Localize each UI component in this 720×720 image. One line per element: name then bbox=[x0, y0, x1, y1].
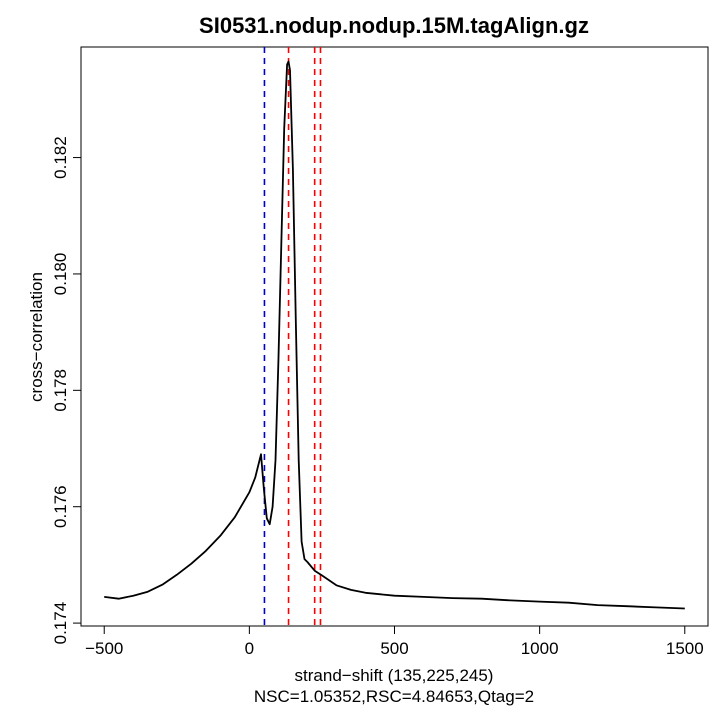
y-tick-label: 0.176 bbox=[51, 485, 70, 528]
x-tick-label: −500 bbox=[85, 639, 123, 658]
plot-frame bbox=[80, 46, 709, 627]
chart-subtitle: NSC=1.05352,RSC=4.84653,Qtag=2 bbox=[254, 687, 534, 706]
y-tick-label: 0.180 bbox=[51, 253, 70, 296]
chart-title: SI0531.nodup.nodup.15M.tagAlign.gz bbox=[199, 13, 589, 38]
y-tick-label: 0.182 bbox=[51, 136, 70, 179]
series-line bbox=[104, 60, 685, 610]
x-tick-label: 1500 bbox=[666, 639, 704, 658]
y-axis-label: cross−correlation bbox=[27, 272, 46, 402]
x-tick-label: 1000 bbox=[521, 639, 559, 658]
y-tick-label: 0.174 bbox=[51, 602, 70, 645]
series-group bbox=[104, 60, 685, 610]
reference-lines bbox=[263, 47, 322, 626]
y-tick-label: 0.178 bbox=[51, 369, 70, 412]
y-axis: 0.174 0.176 0.178 0.180 0.182 bbox=[51, 136, 82, 645]
x-axis: −500 0 500 1000 1500 bbox=[85, 625, 704, 658]
x-axis-label: strand−shift (135,225,245) bbox=[295, 666, 494, 685]
x-tick-label: 500 bbox=[380, 639, 408, 658]
x-tick-label: 0 bbox=[245, 639, 254, 658]
